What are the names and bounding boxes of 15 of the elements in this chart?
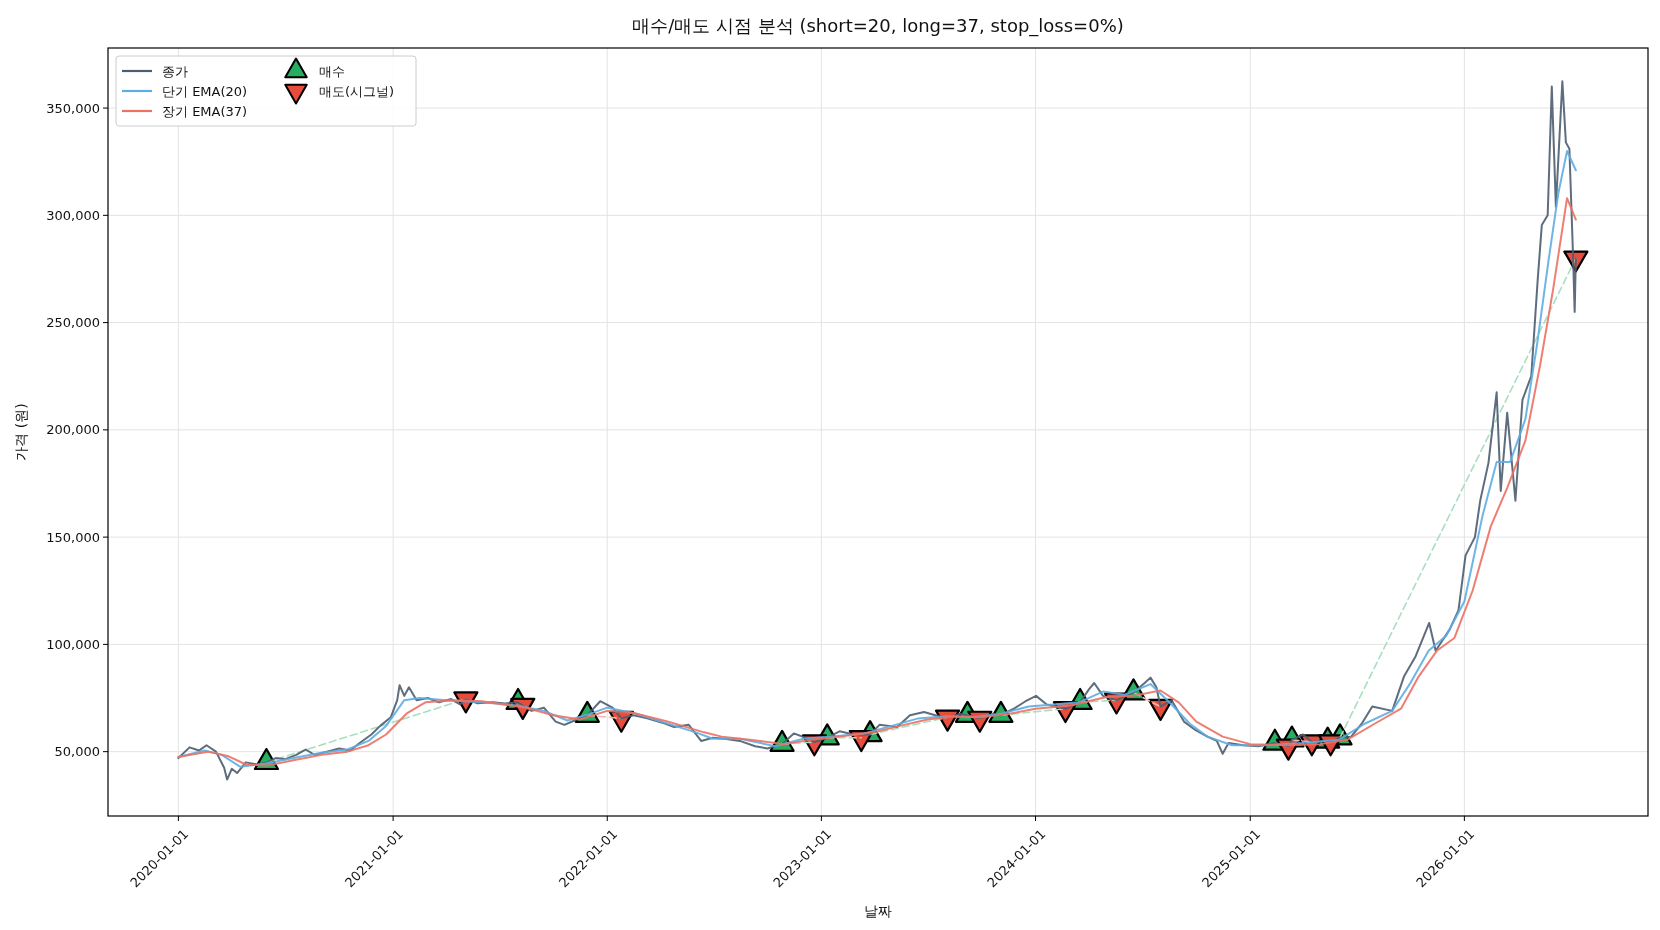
y-tick-label: 100,000 [46,636,100,652]
y-tick-label: 250,000 [46,315,100,331]
x-axis-title: 날짜 [864,903,892,919]
legend-label: 장기 EMA(37) [162,103,248,119]
y-tick-label: 200,000 [46,422,100,438]
legend-label: 종가 [162,63,188,79]
y-tick-label: 150,000 [46,529,100,545]
y-tick-label: 50,000 [54,744,100,760]
legend-label: 매도(시그널) [319,83,395,99]
y-tick-label: 300,000 [46,207,100,223]
legend-label: 단기 EMA(20) [162,83,248,99]
legend-label: 매수 [319,63,345,79]
y-axis-title: 가격 (원) [13,403,29,461]
chart-title: 매수/매도 시점 분석 (short=20, long=37, stop_loss=0%) [632,15,1124,37]
y-tick-label: 350,000 [46,100,100,116]
